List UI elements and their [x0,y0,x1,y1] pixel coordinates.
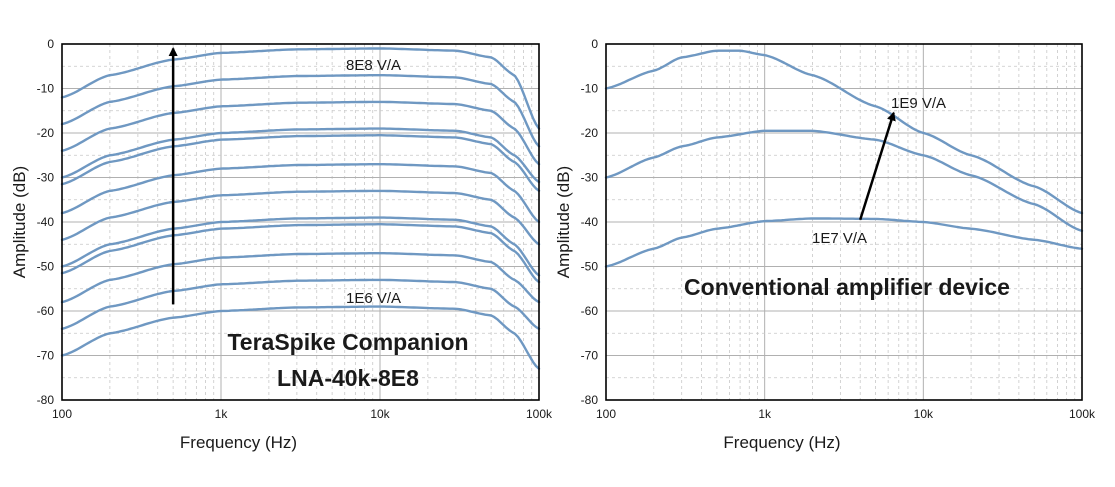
series-line-11 [60,305,541,370]
y-tick-label: 0 [591,37,598,51]
chart-conventional: 0 -10 -20 -30 -40 -50 -60 -70 -80 100 1k 10k 100k A… [554,37,1096,452]
annotation-8e8: 8E8 V/A [346,57,401,74]
chart-terraspike: 0 -10 -20 -30 -40 -50 -60 -70 -80 100 1k 10k 100k A… [10,37,553,452]
series-line-2 [604,217,1084,268]
x-tick-labels: 100 1k 10k 100k [52,407,553,421]
y-tick-label: -50 [581,260,599,274]
y-tick-label: -30 [37,171,55,185]
x-tick-label: 100k [526,407,553,421]
product-name: TeraSpike Companion [227,329,468,355]
series-line-1 [604,129,1084,233]
series-curves [60,47,541,370]
y-axis-label: Amplitude (dB) [554,166,573,278]
annotation-1e9: 1E9 V/A [891,95,946,112]
x-tick-label: 10k [914,407,934,421]
y-tick-label: -80 [581,393,599,407]
series-line-2 [60,100,541,166]
device-label: Conventional amplifier device [684,274,1010,300]
series-line-6 [60,189,541,246]
series-line-1 [60,73,541,148]
x-tick-label: 100 [52,407,72,421]
series-line-9 [60,251,541,304]
gain-arrow [859,111,896,221]
y-tick-label: -40 [581,215,599,229]
y-tick-label: -50 [37,260,55,274]
y-tick-label: -20 [581,126,599,140]
annotation-1e7: 1E7 V/A [812,230,867,247]
series-line-3 [60,127,541,184]
product-model: LNA-40k-8E8 [277,365,419,391]
y-tick-label: -60 [37,304,55,318]
y-tick-label: 0 [47,37,54,51]
y-tick-label: -20 [37,126,55,140]
y-tick-label: -70 [37,349,55,363]
series-line-0 [60,47,541,130]
y-tick-label: -80 [37,393,55,407]
y-tick-labels: 0 -10 -20 -30 -40 -50 -60 -70 -80 [581,37,599,407]
series-curves [604,49,1084,268]
x-tick-label: 100 [596,407,616,421]
series-line-4 [60,133,541,193]
series-line-7 [60,216,541,277]
x-tick-label: 1k [758,407,772,421]
y-tick-label: -10 [581,82,599,96]
x-tick-label: 100k [1069,407,1096,421]
series-line-0 [604,49,1084,215]
series-line-5 [60,162,541,224]
x-tick-label: 1k [215,407,229,421]
series-line-10 [60,278,541,330]
y-tick-label: -10 [37,82,55,96]
y-tick-labels: 0 -10 -20 -30 -40 -50 -60 -70 -80 [37,37,55,407]
annotation-1e6: 1E6 V/A [346,290,401,307]
y-axis-label: Amplitude (dB) [10,166,29,278]
x-axis-label: Frequency (Hz) [723,433,840,452]
grid [605,43,1083,401]
plot-frame [61,43,540,401]
y-tick-label: -60 [581,304,599,318]
x-tick-labels: 100 1k 10k 100k [596,407,1096,421]
y-tick-label: -40 [37,215,55,229]
plot-frame [605,43,1083,401]
y-tick-label: -30 [581,171,599,185]
x-axis-label: Frequency (Hz) [180,433,297,452]
y-tick-label: -70 [581,349,599,363]
series-line-8 [60,222,541,284]
x-tick-label: 10k [370,407,390,421]
